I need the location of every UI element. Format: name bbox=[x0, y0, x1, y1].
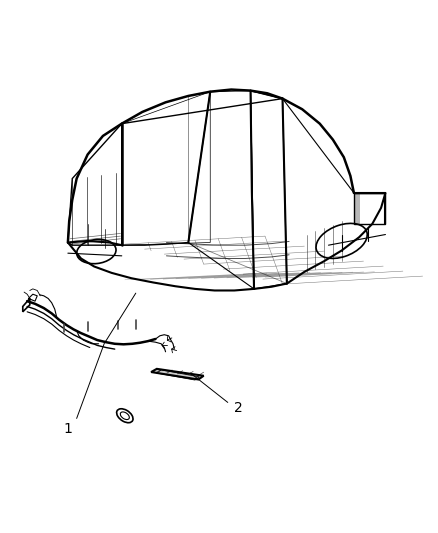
Text: 2: 2 bbox=[234, 401, 243, 415]
Text: 1: 1 bbox=[64, 422, 72, 436]
Polygon shape bbox=[151, 369, 204, 379]
